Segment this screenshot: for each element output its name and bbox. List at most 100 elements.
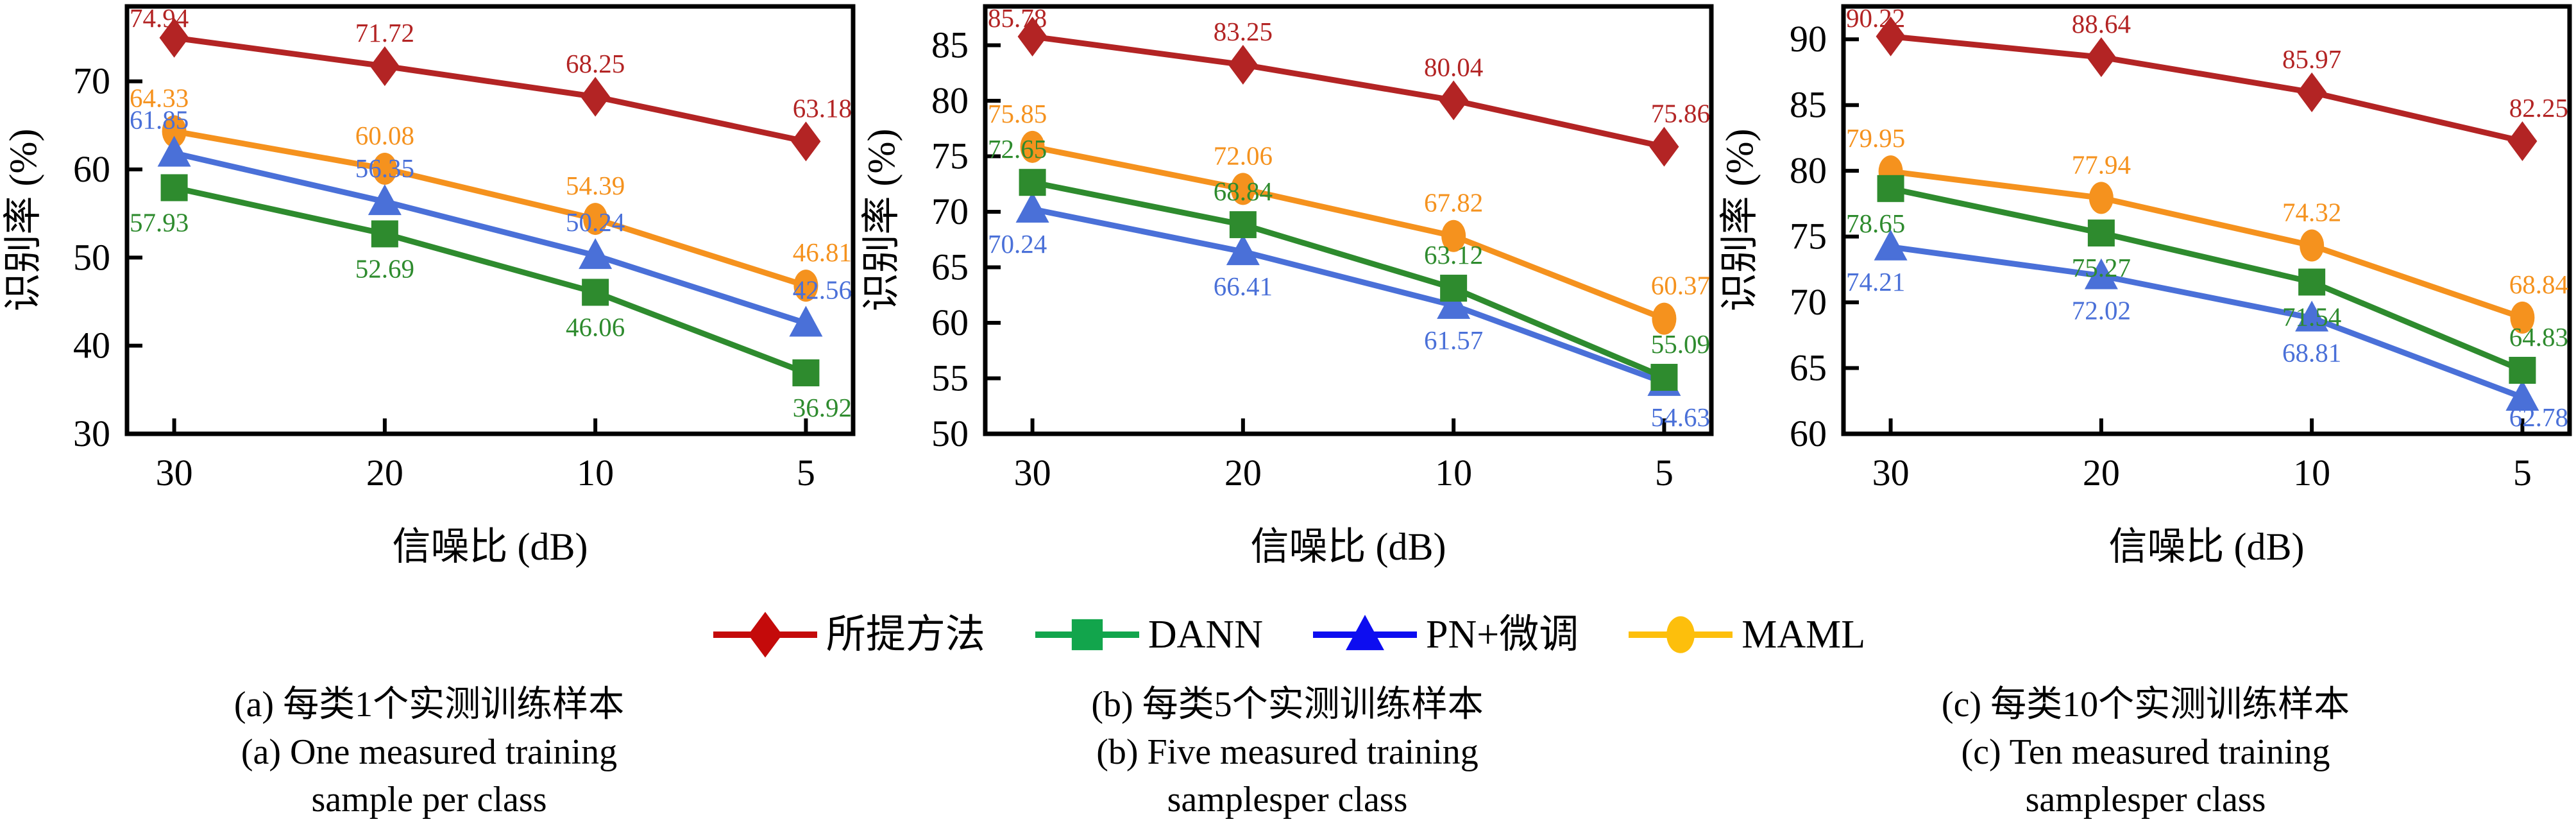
plot-box (124, 4, 856, 436)
square-marker-icon (1229, 211, 1257, 239)
series-PN+微调: 74.21 72.02 68.81 62.78 (1846, 229, 2568, 432)
data-label: 79.95 (1846, 123, 1905, 153)
data-label: 88.64 (2072, 9, 2131, 39)
data-label: 90.22 (1846, 3, 1905, 33)
series-PN+微调: 61.85 56.35 50.24 42.56 (130, 105, 852, 337)
x-tick-label: 30 (1014, 452, 1051, 494)
y-tick-label: 70 (931, 191, 969, 232)
y-tick-label: 75 (1790, 216, 1827, 257)
series-DANN: 78.65 75.27 71.54 64.83 (1846, 175, 2568, 384)
y-tick-label: 55 (931, 357, 969, 399)
chart-c-svg: 60 65 70 75 80 85 90 30 20 10 5 信噪比 (dB) 识别率 (%) 79.9… (1718, 3, 2572, 568)
chart-panel-c: 60 65 70 75 80 85 90 30 20 10 5 信噪比 (dB) 识别率 (%) 79.9… (1716, 0, 2575, 602)
data-label: 70.24 (988, 229, 1047, 259)
captions-row: (a) 每类1个实测训练样本 (a) One measured training… (0, 682, 2576, 824)
plot-box (983, 4, 1714, 436)
triangle-marker-icon (1437, 288, 1471, 319)
square-marker-icon (1071, 619, 1103, 651)
legend-item-dann: DANN (1033, 610, 1263, 659)
y-tick-label: 40 (73, 325, 110, 366)
data-label: 75.86 (1651, 99, 1710, 128)
y-tick-label: 80 (1790, 150, 1827, 191)
square-marker-icon (1877, 175, 1904, 202)
series-line (171, 35, 809, 144)
square-marker-icon (1440, 275, 1468, 302)
data-label: 68.81 (2282, 338, 2341, 367)
caption-a-zh: (a) 每类1个实测训练样本 (233, 685, 625, 725)
series-line (1030, 33, 1667, 150)
legend-label: DANN (1148, 613, 1263, 657)
legend-label: PN+微调 (1425, 613, 1579, 657)
data-label: 83.25 (1214, 17, 1273, 46)
triangle-marker-icon (157, 135, 191, 167)
triangle-marker-icon (2295, 300, 2329, 332)
data-label: 50.24 (566, 207, 625, 237)
diamond-marker-icon (1228, 44, 1258, 85)
square-marker-icon (1019, 169, 1046, 196)
circle-marker-icon (793, 270, 818, 302)
square-marker-icon (582, 279, 609, 306)
x-tick-label: 20 (2083, 452, 2120, 494)
circle-marker-icon (1666, 616, 1695, 653)
chart-a-svg: 30 40 50 60 70 30 20 10 5 信噪比 (dB) 识别率 (%) 64.33 60.… (2, 3, 856, 568)
caption-b-en-line1: (b) Five measured training (1096, 732, 1479, 772)
square-marker-icon (1650, 363, 1678, 391)
series-line (1888, 33, 2525, 144)
square-marker-icon (160, 174, 188, 202)
series-line (171, 128, 809, 289)
x-axis-title: 信噪比 (dB) (1251, 526, 1446, 568)
x-tick-label: 20 (1224, 452, 1262, 494)
data-label: 85.97 (2282, 44, 2341, 74)
caption-a: (a) 每类1个实测训练样本 (a) One measured training… (0, 682, 858, 824)
data-label: 67.82 (1424, 188, 1483, 218)
y-axis-title: 识别率 (%) (860, 129, 902, 312)
caption-c-zh: (c) 每类10个实测训练样本 (1941, 685, 2350, 725)
circle-marker-icon (162, 115, 187, 148)
x-axis-title: 信噪比 (dB) (2109, 526, 2305, 568)
series-MAML: 79.95 77.94 74.32 68.84 (1846, 123, 2568, 334)
data-label: 66.41 (1214, 271, 1273, 301)
legend-item-proposed: 所提方法 (711, 610, 985, 659)
x-axis-title: 信噪比 (dB) (393, 526, 588, 568)
caption-a-en-line1: (a) One measured training (241, 732, 618, 772)
diamond-marker-icon (1017, 17, 1047, 57)
caption-c: (c) 每类10个实测训练样本 (c) Ten measured trainin… (1716, 682, 2575, 824)
y-tick-label: 60 (931, 302, 969, 343)
y-tick-label: 60 (1790, 413, 1827, 454)
series-line (1888, 185, 2525, 374)
y-tick-label: 80 (931, 80, 969, 121)
data-label: 60.08 (355, 121, 414, 150)
series-PN+微调: 70.24 66.41 61.57 54.63 (988, 191, 1710, 432)
triangle-marker-icon (1346, 614, 1384, 651)
diamond-marker-icon (159, 17, 189, 58)
y-axis-title: 识别率 (%) (2, 129, 44, 312)
data-label: 74.94 (130, 3, 189, 33)
data-label: 46.81 (793, 237, 852, 267)
series-所提方法: 85.78 83.25 80.04 75.86 (988, 3, 1710, 167)
x-tick-label: 10 (2293, 452, 2330, 494)
data-label: 63.12 (1424, 240, 1483, 270)
square-marker-icon (2509, 357, 2536, 384)
triangle-marker-icon (789, 305, 823, 337)
data-label: 54.39 (566, 171, 625, 200)
caption-a-en-line2: sample per class (311, 779, 547, 820)
x-tick-label: 5 (1655, 452, 1674, 494)
data-label: 61.85 (130, 105, 189, 135)
data-label: 62.78 (2509, 402, 2568, 432)
y-tick-label: 90 (1790, 18, 1827, 60)
circle-legend-icon (1629, 616, 1733, 653)
triangle-marker-icon (368, 184, 402, 216)
data-label: 71.72 (355, 18, 414, 47)
chart-panel-b: 50 55 60 65 70 75 80 85 30 20 10 5 信噪比 (dB) 识别率 (%) 75… (858, 0, 1716, 602)
series-所提方法: 74.94 71.72 68.25 63.18 (130, 3, 852, 162)
data-label: 46.06 (566, 312, 625, 341)
y-tick-label: 50 (931, 413, 969, 454)
y-tick-label: 50 (73, 236, 110, 278)
data-label: 64.83 (2509, 322, 2568, 352)
data-label: 55.09 (1651, 329, 1710, 359)
square-legend-icon (1035, 619, 1139, 651)
y-tick-label: 70 (73, 60, 110, 102)
data-label: 82.25 (2509, 93, 2568, 123)
diamond-marker-icon (1439, 80, 1469, 121)
